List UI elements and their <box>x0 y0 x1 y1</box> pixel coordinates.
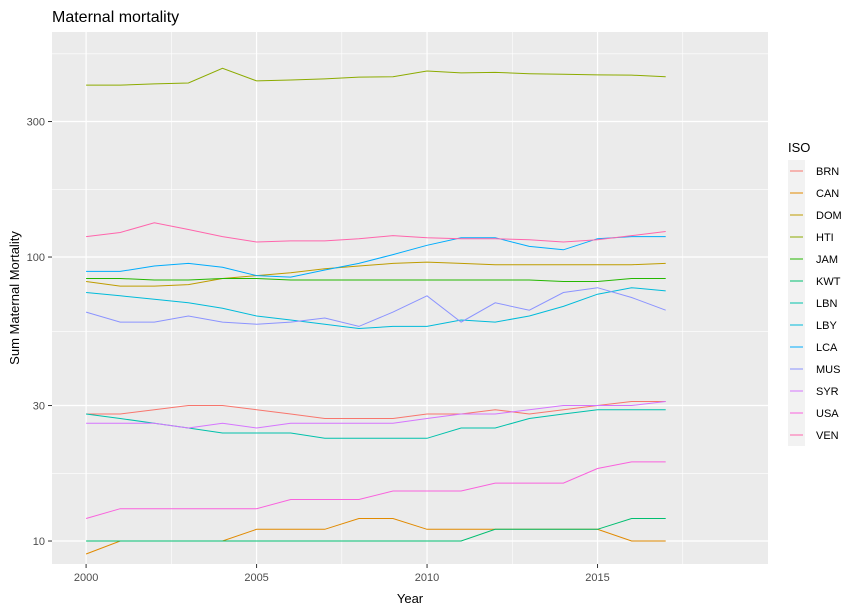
series-line-dom <box>86 261 666 287</box>
minor-gridlines <box>52 32 768 564</box>
legend-label-jam: JAM <box>816 254 838 266</box>
legend: ISO BRN CAN DOM HTI JAM KWT LBN LBY LCA MUS SYR USA… <box>788 140 842 446</box>
y-axis-ticks: 10 30 100 300 <box>27 117 52 548</box>
legend-label-brn: BRN <box>816 166 839 178</box>
series-line-kwt <box>86 518 666 542</box>
series-line-lby <box>86 287 666 330</box>
legend-label-ven: VEN <box>816 430 839 442</box>
legend-label-dom: DOM <box>816 210 842 222</box>
legend-label-lbn: LBN <box>816 298 837 310</box>
legend-label-lby: LBY <box>816 320 837 332</box>
legend-label-usa: USA <box>816 408 839 420</box>
series-line-mus <box>85 287 666 327</box>
legend-title: ISO <box>788 140 810 155</box>
legend-label-mus: MUS <box>816 364 840 376</box>
series-lines <box>85 67 666 555</box>
series-line-ven <box>86 222 666 243</box>
legend-label-syr: SYR <box>816 386 839 398</box>
legend-label-hti: HTI <box>816 232 834 244</box>
chart-title: Maternal mortality <box>52 9 179 26</box>
y-tick-label: 300 <box>27 117 45 129</box>
series-line-brn <box>86 401 666 419</box>
x-tick-label: 2015 <box>585 572 609 584</box>
x-tick-label: 2010 <box>415 572 439 584</box>
series-line-usa <box>85 461 666 519</box>
legend-label-lca: LCA <box>816 342 838 354</box>
y-tick-label: 30 <box>33 401 45 413</box>
series-line-hti <box>86 67 666 86</box>
plot-panel <box>52 32 768 564</box>
y-axis-title: Sum Maternal Mortality <box>7 231 22 365</box>
series-line-jam <box>86 278 666 282</box>
legend-label-kwt: KWT <box>816 276 841 288</box>
series-line-syr <box>86 401 666 429</box>
x-tick-label: 2005 <box>244 572 268 584</box>
x-tick-label: 2000 <box>74 572 98 584</box>
y-tick-label: 10 <box>33 536 45 548</box>
legend-label-can: CAN <box>816 188 839 200</box>
x-axis-title: Year <box>397 591 424 606</box>
y-tick-label: 100 <box>27 252 45 264</box>
x-axis-ticks: 2000 2005 2010 2015 <box>74 564 610 584</box>
series-line-lca <box>86 236 666 278</box>
